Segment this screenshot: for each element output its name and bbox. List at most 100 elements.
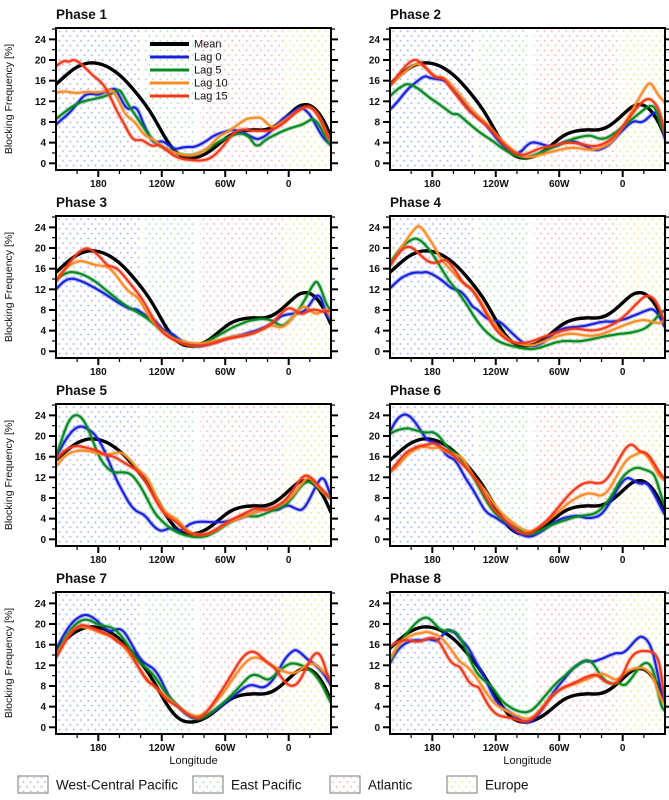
x-tick-label: 0 xyxy=(286,743,292,754)
y-axis-title: Blocking Frequency [%] xyxy=(3,44,15,154)
y-tick-label: 16 xyxy=(369,264,381,275)
region-europe xyxy=(285,216,331,358)
legend-label: Mean xyxy=(194,39,222,51)
x-tick-label: 120W xyxy=(149,367,176,378)
x-tick-label: 180 xyxy=(424,555,441,566)
series-group xyxy=(56,246,331,349)
x-tick-label: 60W xyxy=(549,743,570,754)
background-regions xyxy=(56,28,331,170)
x-tick-label: 0 xyxy=(620,179,626,190)
legend-label: Lag 15 xyxy=(194,91,228,103)
y-tick-label: 8 xyxy=(40,117,46,128)
y-tick-label: 24 xyxy=(369,223,381,234)
series-lag5 xyxy=(390,237,665,351)
y-tick-label: 20 xyxy=(35,244,47,255)
y-tick-label: 0 xyxy=(374,159,380,170)
series-lag0 xyxy=(390,629,665,724)
region-swatch xyxy=(19,777,47,792)
series-lag15 xyxy=(56,624,331,720)
plot-frame xyxy=(389,403,666,547)
series-lag5 xyxy=(390,427,665,536)
y-tick-label: 24 xyxy=(35,223,47,234)
y-tick-label: 16 xyxy=(369,640,381,651)
axis-ticks xyxy=(49,28,338,177)
region-legend-item-europe: Europe xyxy=(446,775,529,794)
x-tick-label: 120W xyxy=(149,743,176,754)
x-tick-label: 180 xyxy=(90,179,107,190)
y-tick-label: 16 xyxy=(35,264,47,275)
panel-phase-5: 180 120W 60W 0 0 4 8 12 16 20 24 Phase 5 Blocking Fr… xyxy=(3,383,338,566)
x-tick-label: 180 xyxy=(424,179,441,190)
region-europe xyxy=(285,28,331,170)
series-lag10 xyxy=(390,630,665,720)
x-tick-label: 60W xyxy=(549,555,570,566)
series-group xyxy=(56,57,331,163)
y-tick-label: 20 xyxy=(369,432,381,443)
plot-frame xyxy=(55,27,332,171)
y-tick-label: 20 xyxy=(369,244,381,255)
plot-frame xyxy=(389,591,666,735)
panel-title: Phase 5 xyxy=(56,383,108,398)
x-tick-label: 60W xyxy=(215,367,236,378)
y-tick-label: 24 xyxy=(35,35,47,46)
region-legend-item-west-central-pacific: West-Central Pacific xyxy=(17,775,178,794)
series-lag15 xyxy=(56,247,331,348)
y-tick-label: 16 xyxy=(35,452,47,463)
y-tick-label: 24 xyxy=(369,35,381,46)
x-tick-label: 180 xyxy=(90,367,107,378)
y-tick-label: 0 xyxy=(40,535,46,546)
y-tick-label: 8 xyxy=(374,493,380,504)
y-axis-title: Blocking Frequency [%] xyxy=(3,608,15,718)
y-tick-label: 20 xyxy=(35,620,47,631)
panel-phase-1: 180 120W 60W 0 0 4 8 12 16 20 24 Phase 1 Blocking Fr… xyxy=(3,7,338,190)
region-europe xyxy=(619,216,665,358)
panel-title: Phase 6 xyxy=(390,383,442,398)
background-regions xyxy=(56,404,331,546)
series-lag15 xyxy=(56,58,331,162)
y-tick-label: 4 xyxy=(374,702,380,713)
panel-title: Phase 3 xyxy=(56,195,108,210)
y-tick-label: 16 xyxy=(35,76,47,87)
series-lag5 xyxy=(390,616,665,714)
y-tick-label: 4 xyxy=(374,514,380,525)
y-tick-label: 4 xyxy=(374,138,380,149)
series-group xyxy=(390,412,665,539)
region-west-central-pacific xyxy=(56,592,141,734)
region-legend-label: East Pacific xyxy=(231,778,302,793)
plot-frame xyxy=(389,215,666,359)
x-tick-label: 120W xyxy=(149,555,176,566)
y-tick-label: 20 xyxy=(369,56,381,67)
region-east-pacific xyxy=(476,404,528,546)
axis-ticks xyxy=(49,404,338,553)
y-tick-label: 8 xyxy=(374,117,380,128)
panel-title: Phase 7 xyxy=(56,571,107,586)
y-tick-label: 0 xyxy=(40,347,46,358)
panel-phase-2: 180 120W 60W 0 0 4 8 12 16 20 24 Phase 2 xyxy=(369,7,669,190)
x-tick-label: 120W xyxy=(149,179,176,190)
x-tick-label: 0 xyxy=(286,367,292,378)
series-lag15 xyxy=(390,636,665,723)
series-lag15 xyxy=(390,245,665,345)
x-tick-label: 0 xyxy=(620,367,626,378)
region-swatch xyxy=(448,777,476,792)
y-tick-label: 16 xyxy=(369,76,381,87)
y-tick-label: 8 xyxy=(374,681,380,692)
legend-label: Lag 5 xyxy=(194,65,222,77)
region-swatch xyxy=(331,777,359,792)
y-tick-label: 12 xyxy=(369,473,381,484)
series-group xyxy=(56,612,331,724)
x-axis-title: Longitude xyxy=(503,755,551,767)
x-tick-label: 0 xyxy=(286,555,292,566)
series-lag15 xyxy=(56,445,331,537)
panel-title: Phase 4 xyxy=(390,195,442,210)
y-tick-label: 12 xyxy=(35,473,47,484)
plot-frame xyxy=(389,27,666,171)
series-mean xyxy=(56,61,331,160)
x-tick-label: 180 xyxy=(90,555,107,566)
y-tick-label: 24 xyxy=(35,599,47,610)
x-axis-title: Longitude xyxy=(169,755,217,767)
y-tick-label: 0 xyxy=(374,723,380,734)
axis-ticks xyxy=(383,216,669,365)
y-axis-title: Blocking Frequency [%] xyxy=(3,232,15,342)
